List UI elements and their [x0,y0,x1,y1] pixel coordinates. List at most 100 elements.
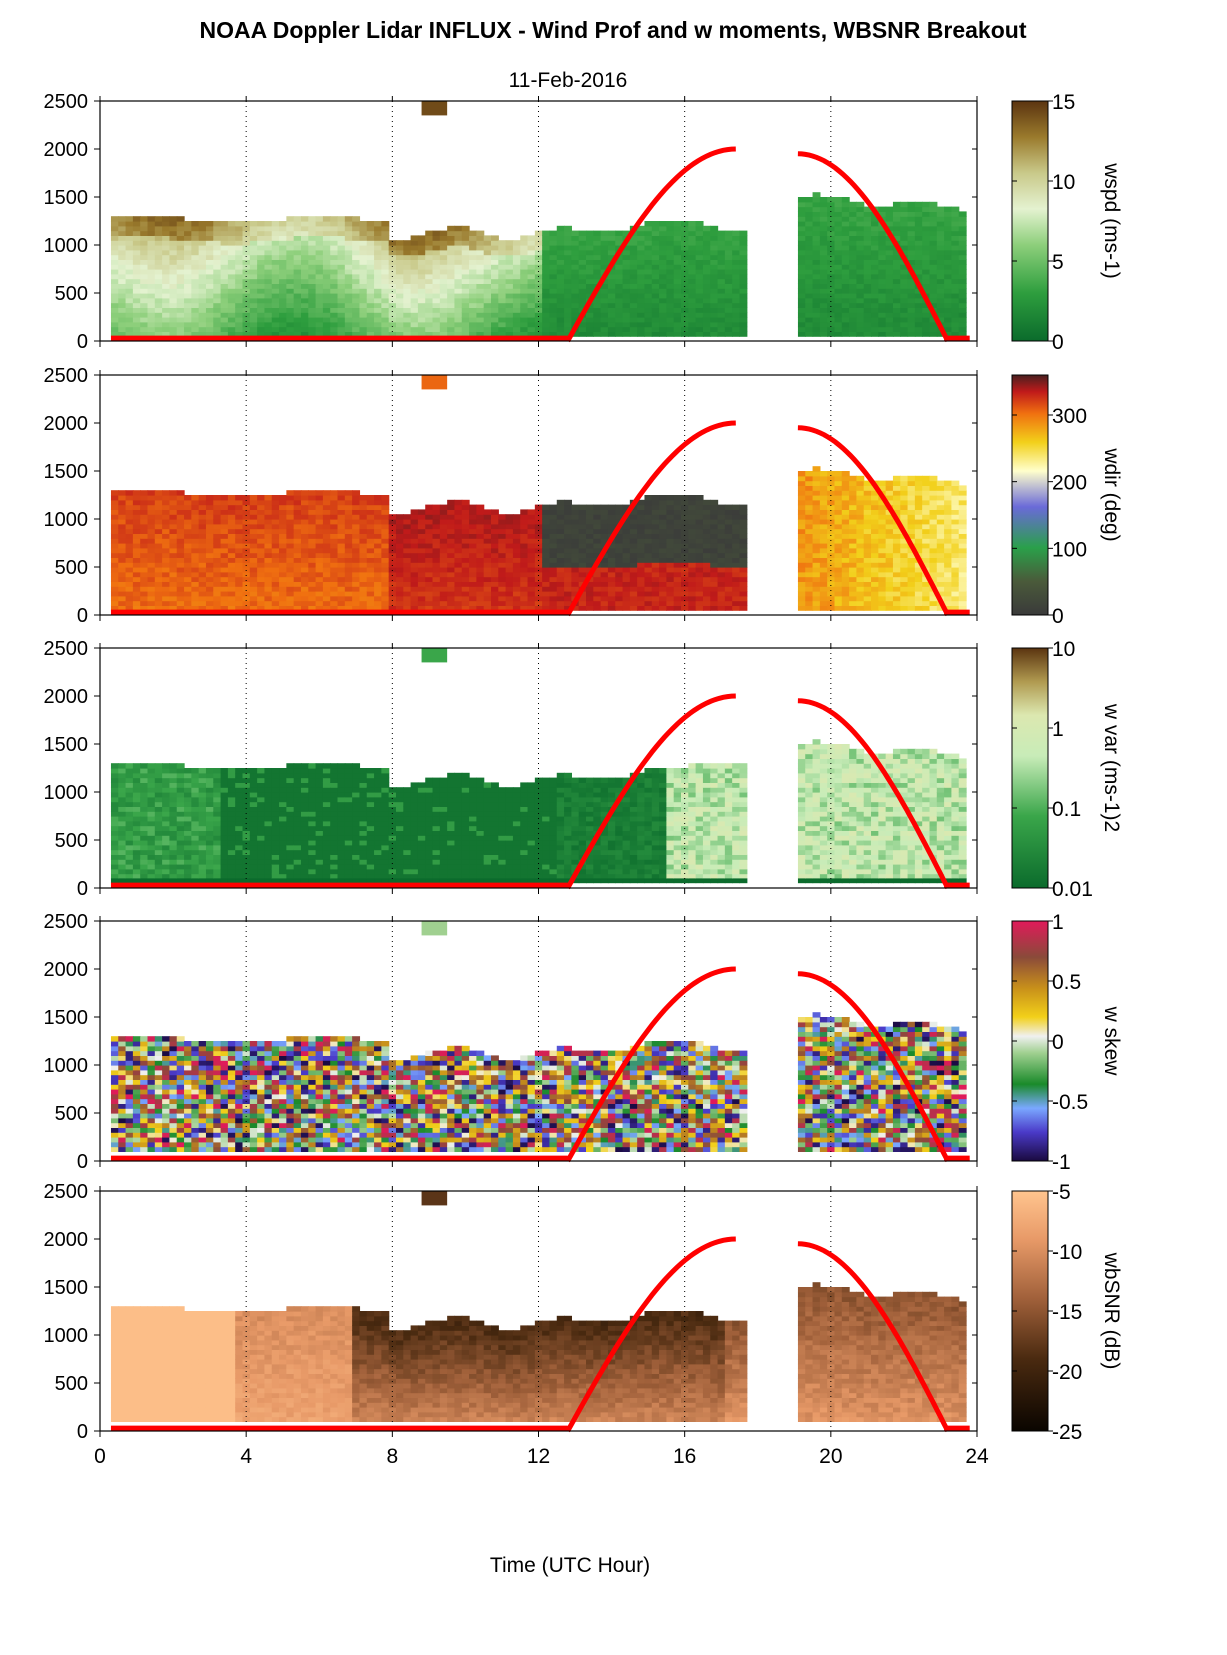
heatmap-cell [315,331,324,337]
heatmap-cell [330,576,339,582]
heatmap-cell [132,273,141,280]
heatmap-cell [286,321,295,328]
heatmap-cell [220,321,229,328]
heatmap-cell [520,509,529,515]
heatmap-cell [300,533,309,539]
heatmap-cell [856,581,865,587]
heatmap-cell [827,471,836,477]
heatmap-cell [578,331,587,337]
heatmap-cell [659,240,667,246]
heatmap-cell [293,240,302,246]
heatmap-cell [724,249,733,256]
heatmap-cell [198,528,207,534]
heatmap-cell [571,249,580,256]
heatmap-cell [417,581,426,587]
heatmap-cell [505,288,514,294]
heatmap-cell [629,283,638,289]
heatmap-cell [286,504,295,510]
heatmap-cell [936,288,945,294]
heatmap-cell [702,509,711,515]
heatmap-cell [337,249,346,256]
heatmap-cell [388,528,397,534]
heatmap-cell [651,547,660,554]
heatmap-cell [819,293,828,299]
heatmap-cell [227,321,236,328]
heatmap-cell [863,269,872,275]
heatmap-cell [154,495,163,501]
heatmap-cell [330,495,339,501]
heatmap-cell [381,528,390,534]
heatmap-cell [374,605,382,611]
heatmap-cell [724,273,733,280]
heatmap-cell [681,495,689,501]
heatmap-cell [666,495,675,501]
heatmap-cell [359,230,368,236]
heatmap-cell [374,495,382,501]
heatmap-cell [586,283,594,289]
heatmap-cell [556,557,565,563]
heatmap-cell [286,581,295,587]
heatmap-cell [381,297,390,304]
heatmap-cell [856,538,865,544]
heatmap-cell [586,514,594,520]
heatmap-cell [827,249,836,256]
heatmap-cell [739,547,748,554]
heatmap-cell [403,595,412,602]
heatmap-cell [681,595,689,602]
heatmap-cell [344,240,353,246]
heatmap-cell [300,288,309,294]
heatmap-cell [110,273,119,280]
heatmap-cell [337,509,346,515]
heatmap-cell [257,240,266,246]
heatmap-cell [476,600,485,606]
heatmap-cell [169,240,178,246]
y-tick-label: 0 [77,331,88,353]
heatmap-cell [388,605,397,611]
heatmap-cell [461,581,470,587]
heatmap-cell [571,519,580,525]
heatmap-cell [388,331,397,337]
heatmap-cell [220,543,229,549]
heatmap-cell [300,581,309,587]
heatmap-cell [834,557,843,563]
heatmap-cell [607,519,616,525]
heatmap-cell [739,302,748,308]
heatmap-cell [571,297,580,304]
heatmap-cell [724,278,733,284]
heatmap-cell [498,571,507,578]
heatmap-cell [374,240,382,246]
heatmap-cell [293,264,302,270]
heatmap-cell [622,591,631,597]
heatmap-cell [819,326,828,332]
heatmap-cell [936,211,945,217]
heatmap-cell [593,293,602,299]
heatmap-cell [154,557,163,563]
heatmap-cell [534,288,543,294]
heatmap-cell [227,547,236,554]
heatmap-cell [476,321,485,328]
heatmap-cell [110,307,119,313]
heatmap-cell [600,538,609,544]
heatmap-cell [132,326,141,332]
heatmap-cell [922,278,931,284]
heatmap-cell [556,571,565,578]
heatmap-cell [337,490,346,496]
heatmap-cell [227,605,236,611]
heatmap-cell [607,509,616,515]
heatmap-cell [469,317,477,323]
heatmap-cell [644,288,653,294]
heatmap-cell [702,273,711,280]
heatmap-cell [483,600,492,606]
heatmap-cell [681,297,689,304]
heatmap-cell [819,528,828,534]
heatmap-cell [461,600,470,606]
heatmap-cell [841,302,850,308]
heatmap-cell [827,230,836,236]
heatmap-cell [586,528,594,534]
heatmap-cell [578,552,587,558]
heatmap-cell [140,321,149,328]
heatmap-cell [681,221,689,227]
heatmap-cell [176,297,185,304]
heatmap-cell [249,302,258,308]
heatmap-cell [205,538,214,544]
